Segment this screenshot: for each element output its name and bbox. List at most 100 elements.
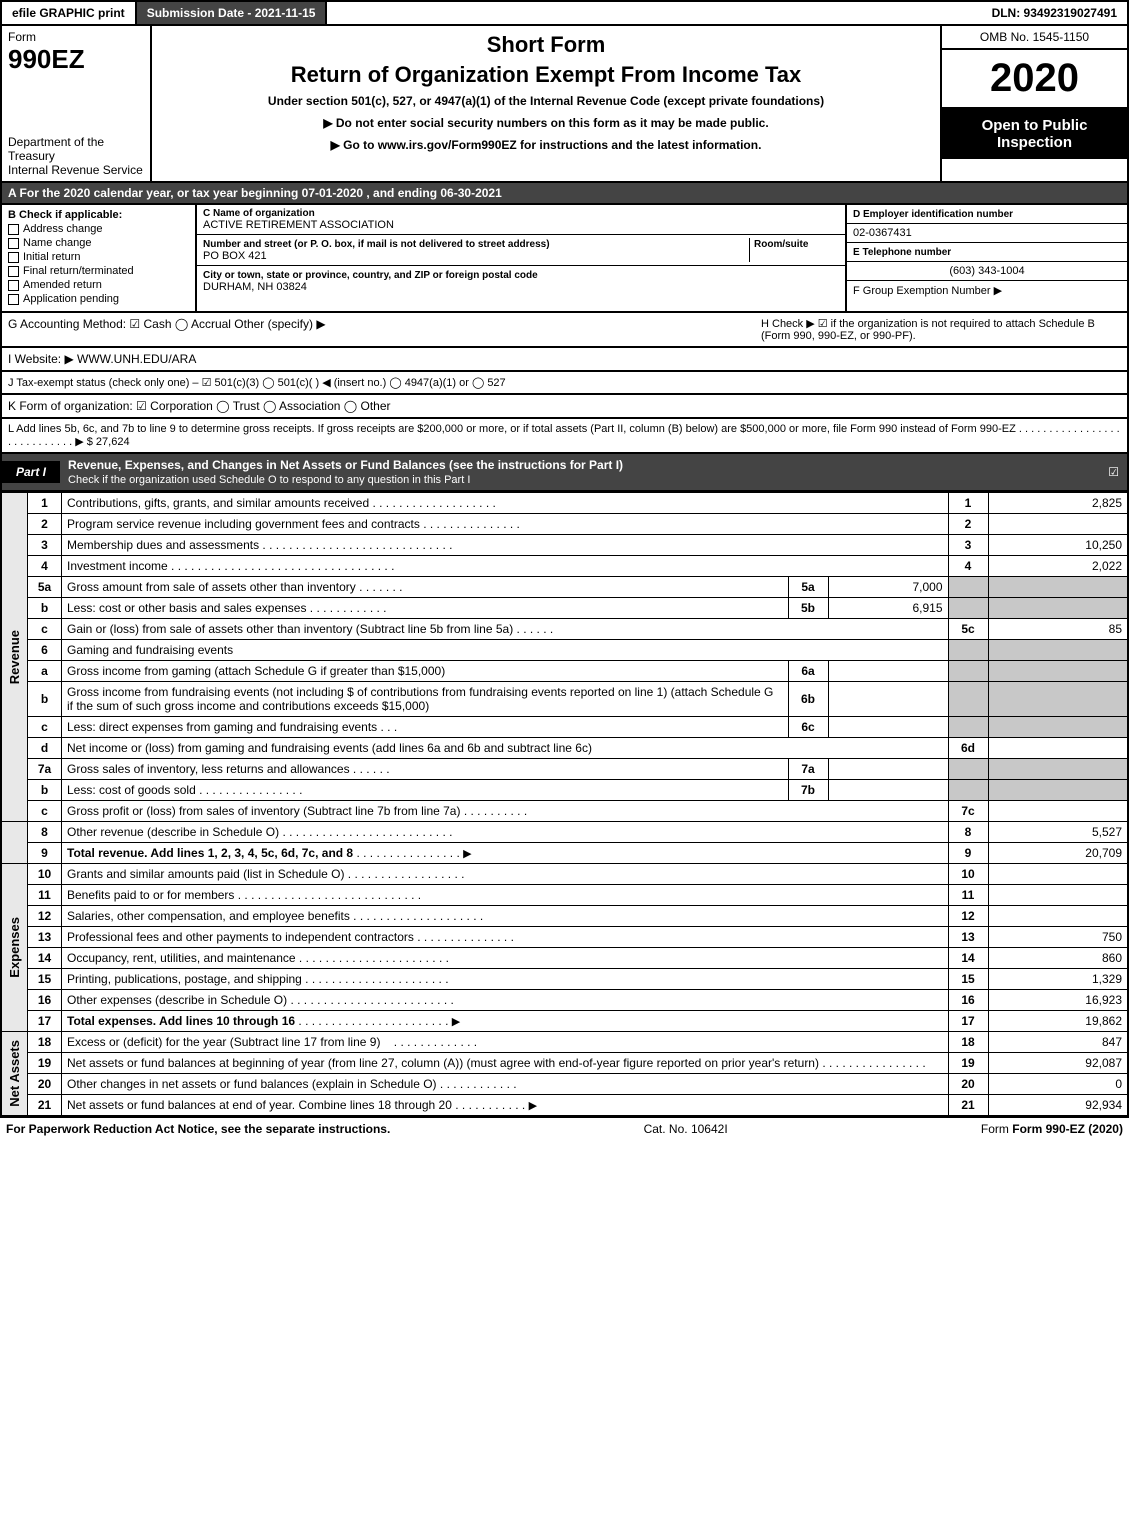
line-value: 847 — [988, 1032, 1128, 1053]
line-ref: 1 — [948, 493, 988, 514]
sub-ref: 7b — [788, 780, 828, 801]
line-desc: Total expenses. Add lines 10 through 16 … — [62, 1011, 949, 1032]
grey-cell — [988, 780, 1128, 801]
page-footer: For Paperwork Reduction Act Notice, see … — [0, 1117, 1129, 1140]
line-value: 2,825 — [988, 493, 1128, 514]
omb-number: OMB No. 1545-1150 — [942, 26, 1127, 50]
form-number: 990EZ — [8, 44, 144, 75]
line-value: 20,709 — [988, 843, 1128, 864]
chk-amended-return[interactable]: Amended return — [8, 279, 189, 291]
grey-cell — [948, 661, 988, 682]
line-value: 16,923 — [988, 990, 1128, 1011]
line-num: 4 — [28, 556, 62, 577]
line-desc: Gaming and fundraising events — [62, 640, 949, 661]
c-name-label: C Name of organization — [203, 208, 839, 219]
line-num: c — [28, 801, 62, 822]
chk-label: Final return/terminated — [23, 265, 134, 277]
open-to-public: Open to Public Inspection — [942, 109, 1127, 159]
irs-label: Internal Revenue Service — [8, 163, 144, 177]
line-value — [988, 885, 1128, 906]
line-ref: 21 — [948, 1095, 988, 1117]
line-num: 5a — [28, 577, 62, 598]
part-1-title-text: Revenue, Expenses, and Changes in Net As… — [68, 458, 623, 472]
line-value — [988, 864, 1128, 885]
line-value: 92,087 — [988, 1053, 1128, 1074]
h-schedule-b: H Check ▶ ☑ if the organization is not r… — [761, 317, 1121, 342]
line-desc: Gross income from fundraising events (no… — [62, 682, 789, 717]
sub-ref: 6c — [788, 717, 828, 738]
line-num: 9 — [28, 843, 62, 864]
sub-ref: 5a — [788, 577, 828, 598]
line-ref: 6d — [948, 738, 988, 759]
line-value: 85 — [988, 619, 1128, 640]
line-desc: Other revenue (describe in Schedule O) .… — [62, 822, 949, 843]
b-check-label: B Check if applicable: — [8, 209, 189, 221]
grey-cell — [988, 682, 1128, 717]
line-desc: Program service revenue including govern… — [62, 514, 949, 535]
org-name-row: C Name of organization ACTIVE RETIREMENT… — [197, 205, 845, 235]
checkbox-icon[interactable] — [8, 224, 19, 235]
paperwork-notice: For Paperwork Reduction Act Notice, see … — [6, 1122, 390, 1136]
goto-link-text[interactable]: ▶ Go to www.irs.gov/Form990EZ for instru… — [162, 138, 930, 152]
line-num: 8 — [28, 822, 62, 843]
checkbox-icon[interactable] — [8, 266, 19, 277]
part-1-table: Revenue 1 Contributions, gifts, grants, … — [0, 492, 1129, 1117]
line-ref: 11 — [948, 885, 988, 906]
chk-label: Name change — [23, 237, 92, 249]
submission-date-label: Submission Date - 2021-11-15 — [137, 2, 328, 24]
chk-name-change[interactable]: Name change — [8, 237, 189, 249]
line-ref: 14 — [948, 948, 988, 969]
line-num: 6 — [28, 640, 62, 661]
line-ref: 16 — [948, 990, 988, 1011]
line-value: 2,022 — [988, 556, 1128, 577]
form-word: Form — [8, 30, 144, 44]
line-num: 19 — [28, 1053, 62, 1074]
city-label: City or town, state or province, country… — [203, 270, 538, 281]
line-num: d — [28, 738, 62, 759]
checkbox-icon[interactable] — [8, 280, 19, 291]
line-num: 13 — [28, 927, 62, 948]
d-ein-label: D Employer identification number — [853, 209, 1013, 220]
line-desc: Grants and similar amounts paid (list in… — [62, 864, 949, 885]
line-num: 16 — [28, 990, 62, 1011]
phone-value: (603) 343-1004 — [847, 262, 1127, 281]
line-ref: 20 — [948, 1074, 988, 1095]
part-1-check-note: Check if the organization used Schedule … — [68, 474, 470, 486]
line-num: 3 — [28, 535, 62, 556]
line-desc: Net assets or fund balances at end of ye… — [62, 1095, 949, 1117]
checkbox-icon[interactable] — [8, 238, 19, 249]
line-num: b — [28, 780, 62, 801]
chk-final-return[interactable]: Final return/terminated — [8, 265, 189, 277]
line-desc: Less: cost of goods sold . . . . . . . .… — [62, 780, 789, 801]
line-num: 1 — [28, 493, 62, 514]
line-desc: Other expenses (describe in Schedule O) … — [62, 990, 949, 1011]
line-desc: Professional fees and other payments to … — [62, 927, 949, 948]
tax-year: 2020 — [942, 50, 1127, 109]
line-num: a — [28, 661, 62, 682]
line-num: 17 — [28, 1011, 62, 1032]
checkbox-icon[interactable] — [8, 252, 19, 263]
org-name: ACTIVE RETIREMENT ASSOCIATION — [203, 219, 839, 231]
grey-cell — [988, 640, 1128, 661]
catalog-number: Cat. No. 10642I — [644, 1122, 728, 1136]
grey-cell — [948, 780, 988, 801]
line-value: 860 — [988, 948, 1128, 969]
line-num: b — [28, 682, 62, 717]
section-subtitle: Under section 501(c), 527, or 4947(a)(1)… — [162, 94, 930, 108]
chk-address-change[interactable]: Address change — [8, 223, 189, 235]
checkbox-icon[interactable] — [8, 294, 19, 305]
line-desc: Investment income . . . . . . . . . . . … — [62, 556, 949, 577]
chk-application-pending[interactable]: Application pending — [8, 293, 189, 305]
ssn-warning: ▶ Do not enter social security numbers o… — [162, 116, 930, 130]
line-ref: 3 — [948, 535, 988, 556]
chk-initial-return[interactable]: Initial return — [8, 251, 189, 263]
line-num: c — [28, 619, 62, 640]
tax-period-band: A For the 2020 calendar year, or tax yea… — [0, 183, 1129, 205]
org-info-block: C Name of organization ACTIVE RETIREMENT… — [197, 205, 847, 311]
form-id-block: Form 990EZ Department of the Treasury In… — [2, 26, 152, 181]
revenue-vert-label: Revenue — [1, 493, 28, 822]
line-ref: 8 — [948, 822, 988, 843]
grey-cell — [948, 759, 988, 780]
ein-value: 02-0367431 — [847, 224, 1127, 243]
chk-label: Application pending — [23, 293, 119, 305]
